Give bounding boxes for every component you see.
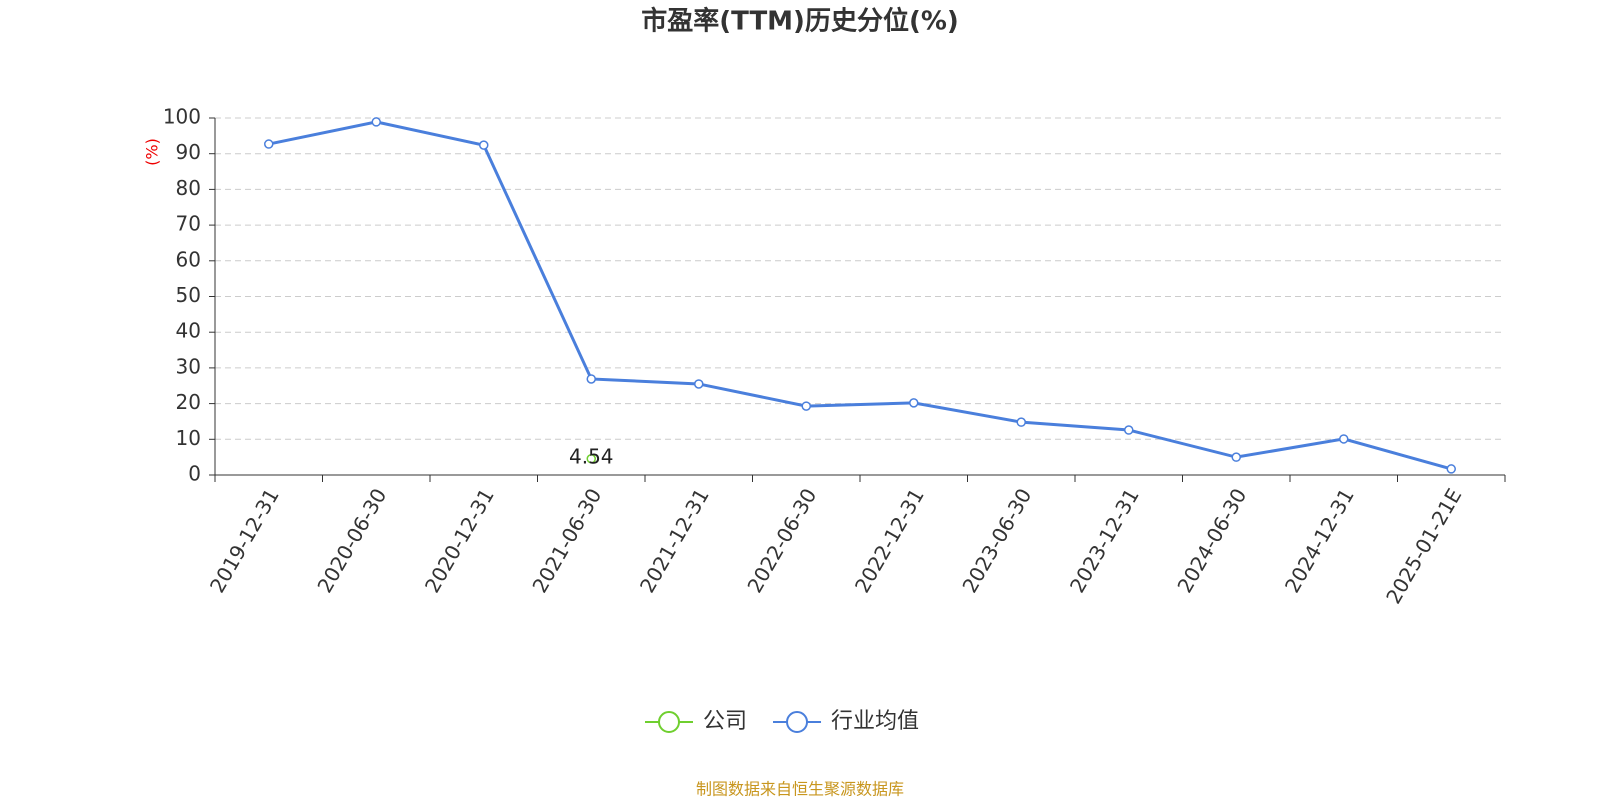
y-tick-label: 100 [163,105,201,129]
x-tick-label: 2025-01-21E [1381,484,1466,608]
legend-marker [786,711,809,733]
legend-label: 行业均值 [831,709,919,734]
y-tick-label: 90 [176,140,201,164]
y-tick-label: 40 [176,319,201,343]
y-tick-label: 60 [176,247,201,271]
x-tick-label: 2023-06-30 [957,484,1036,597]
y-tick-label: 0 [188,462,201,486]
data-point [586,454,596,464]
data-point [479,140,489,150]
data-point [1339,434,1349,444]
x-tick-label: 2022-06-30 [742,484,821,597]
data-point [371,117,381,127]
x-tick-label: 2022-12-31 [850,484,929,597]
x-tick-label: 2020-06-30 [312,484,391,597]
x-tick-label: 2020-12-31 [420,484,499,597]
y-tick-label: 10 [176,426,201,450]
y-axis-label: (%) [143,138,162,166]
chart-title: 市盈率(TTM)历史分位(%) [641,6,959,37]
data-point [264,139,274,149]
x-tick-label: 2021-06-30 [527,484,606,597]
data-point [1446,464,1456,474]
y-tick-label: 80 [176,176,201,200]
x-tick-label: 2023-12-31 [1065,484,1144,597]
x-tick-label: 2024-06-30 [1172,484,1251,597]
data-point [1016,417,1026,427]
data-point [801,401,811,411]
y-tick-label: 70 [176,212,201,236]
x-tick-label: 2024-12-31 [1280,484,1359,597]
x-tick-label: 2021-12-31 [635,484,714,597]
series-line [268,120,1452,471]
y-tick-label: 30 [176,354,201,378]
data-point [1231,452,1241,462]
y-tick-label: 20 [176,390,201,414]
data-point [694,379,704,389]
data-point [909,398,919,408]
x-tick-label: 2019-12-31 [205,484,284,597]
source-note: 制图数据来自恒生聚源数据库 [696,780,904,799]
legend-label: 公司 [703,709,747,734]
data-point [586,374,596,384]
y-tick-label: 50 [176,283,201,307]
legend-marker [658,711,680,733]
data-label: 4.54 [569,444,614,468]
data-point [1124,425,1134,435]
